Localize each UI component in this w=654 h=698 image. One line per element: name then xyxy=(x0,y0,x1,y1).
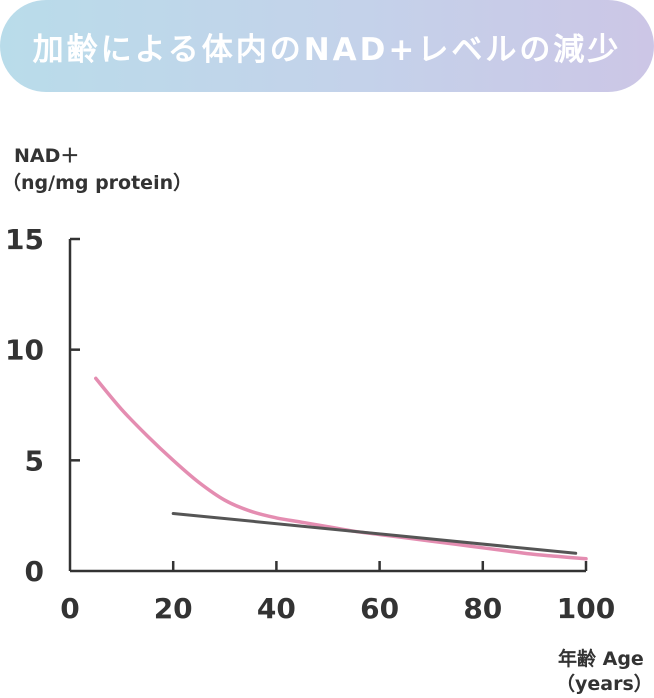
x-axis-label-line2: （years） xyxy=(556,672,653,695)
title-banner: 加齢による体内のNAD+レベルの減少 xyxy=(0,0,654,92)
x-tick-label: 20 xyxy=(154,592,193,625)
axes: 0 5 10 15 0 20 40 60 80 100 xyxy=(5,223,615,625)
series-line-2 xyxy=(171,511,578,555)
chart-title: 加齢による体内のNAD+レベルの減少 xyxy=(32,31,622,68)
y-axis-label-line2: （ng/mg protein） xyxy=(2,171,192,194)
x-tick-label: 60 xyxy=(360,592,399,625)
y-tick-label: 0 xyxy=(25,555,44,588)
x-tick-label: 80 xyxy=(463,592,502,625)
y-tick-label: 10 xyxy=(5,334,44,367)
y-tick-label: 5 xyxy=(25,444,44,477)
y-tick-label: 15 xyxy=(5,223,44,256)
x-tick-label: 100 xyxy=(557,592,615,625)
x-tick-label: 40 xyxy=(257,592,296,625)
y-axis-label-line1: NAD＋ xyxy=(14,145,79,167)
x-axis-label-line1: 年齢 Age xyxy=(558,647,644,670)
x-tick-label: 0 xyxy=(60,592,79,625)
series-line-1 xyxy=(94,376,588,561)
series-layer xyxy=(94,376,588,561)
